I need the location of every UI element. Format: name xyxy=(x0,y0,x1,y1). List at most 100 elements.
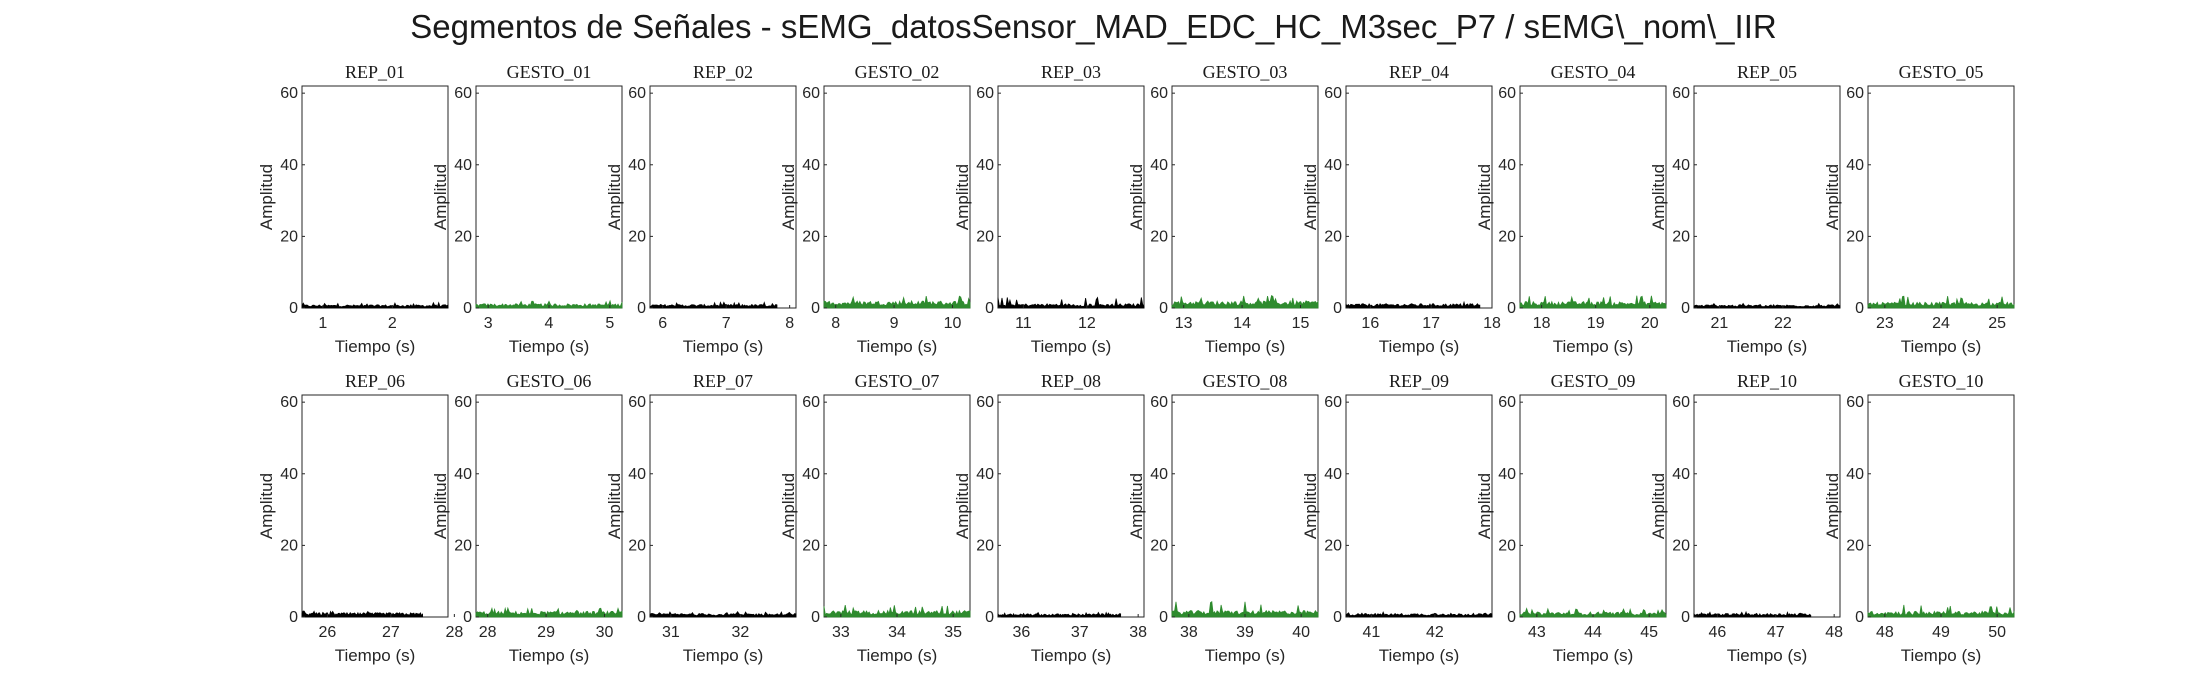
signal-trace xyxy=(1171,294,1319,309)
x-tick-label: 50 xyxy=(1988,624,2006,641)
axes-box xyxy=(823,85,971,309)
y-tick-label: 20 xyxy=(802,228,820,245)
x-axis-label: Tiempo (s) xyxy=(1553,646,1634,665)
y-tick-label: 40 xyxy=(280,157,298,174)
y-tick-label: 20 xyxy=(280,537,298,554)
signal-trace xyxy=(1519,607,1667,618)
x-axis-label: Tiempo (s) xyxy=(857,337,938,356)
subplot-rep-10: 0 20 40 60 46 47 48 REP_10 Tiempo (s) Amplitud xyxy=(1649,371,1843,665)
y-tick-label: 0 xyxy=(811,300,820,317)
y-tick-label: 40 xyxy=(1672,157,1690,174)
x-axis-label: Tiempo (s) xyxy=(1379,646,1460,665)
x-tick-label: 31 xyxy=(662,624,680,641)
axes-box xyxy=(475,85,623,309)
x-tick-label: 48 xyxy=(1876,624,1894,641)
y-tick-label: 0 xyxy=(985,300,994,317)
signal-trace xyxy=(823,295,971,309)
axes-box xyxy=(1693,85,1841,309)
x-axis-label: Tiempo (s) xyxy=(509,646,590,665)
subplot-gesto-08: 0 20 40 60 38 39 40 GESTO_08 Tiempo (s) Amplitud xyxy=(1127,371,1319,665)
subplot-title: REP_07 xyxy=(693,371,753,391)
y-tick-label: 0 xyxy=(637,300,646,317)
x-tick-label: 13 xyxy=(1175,315,1193,332)
y-axis-label: Amplitud xyxy=(1823,473,1842,539)
axes-box xyxy=(1867,394,2015,618)
x-tick-label: 30 xyxy=(596,624,614,641)
x-axis-label: Tiempo (s) xyxy=(1379,337,1460,356)
y-tick-label: 20 xyxy=(1498,537,1516,554)
y-tick-label: 20 xyxy=(1846,228,1864,245)
x-axis-label: Tiempo (s) xyxy=(1553,337,1634,356)
subplot-title: REP_09 xyxy=(1389,371,1449,391)
signal-trace xyxy=(1519,295,1667,309)
y-tick-label: 60 xyxy=(976,394,994,411)
y-tick-label: 0 xyxy=(1507,609,1516,626)
axes-box xyxy=(997,394,1145,618)
x-tick-label: 39 xyxy=(1236,624,1254,641)
y-tick-label: 20 xyxy=(1324,228,1342,245)
subplot-gesto-04: 0 20 40 60 18 19 20 GESTO_04 Tiempo (s) Amplitud xyxy=(1475,62,1667,356)
x-tick-label: 18 xyxy=(1533,315,1551,332)
x-tick-label: 15 xyxy=(1292,315,1310,332)
y-tick-label: 60 xyxy=(976,85,994,102)
x-tick-label: 26 xyxy=(318,624,336,641)
y-tick-label: 20 xyxy=(628,537,646,554)
y-tick-label: 0 xyxy=(1333,609,1342,626)
subplot-rep-07: 0 20 40 60 31 32 REP_07 Tiempo (s) Amplitud xyxy=(605,371,797,665)
x-tick-label: 3 xyxy=(484,315,493,332)
y-axis-label: Amplitud xyxy=(605,164,624,230)
y-tick-label: 60 xyxy=(1324,85,1342,102)
x-tick-label: 8 xyxy=(785,315,794,332)
x-tick-label: 14 xyxy=(1233,315,1251,332)
y-tick-label: 0 xyxy=(463,609,472,626)
signal-trace xyxy=(1345,611,1493,618)
axes-box xyxy=(475,394,623,618)
x-tick-label: 29 xyxy=(537,624,555,641)
y-tick-label: 0 xyxy=(1333,300,1342,317)
axes-box xyxy=(1171,85,1319,309)
y-tick-label: 60 xyxy=(1672,394,1690,411)
y-tick-label: 0 xyxy=(1855,300,1864,317)
y-tick-label: 40 xyxy=(628,157,646,174)
signal-trace xyxy=(1867,604,2015,618)
subplot-gesto-02: 0 20 40 60 8 9 10 GESTO_02 Tiempo (s) Amplitud xyxy=(779,62,971,356)
axes-box xyxy=(1345,394,1493,618)
y-tick-label: 40 xyxy=(1846,157,1864,174)
x-tick-label: 6 xyxy=(658,315,667,332)
x-tick-label: 25 xyxy=(1988,315,2006,332)
subplot-title: GESTO_03 xyxy=(1203,62,1288,82)
x-tick-label: 21 xyxy=(1710,315,1728,332)
subplot-title: GESTO_05 xyxy=(1899,62,1984,82)
axes-box xyxy=(649,85,797,309)
subplot-rep-01: 0 20 40 60 1 2 REP_01 Tiempo (s) Amplitud xyxy=(257,62,449,356)
subplot-title: REP_06 xyxy=(345,371,405,391)
subplot-rep-08: 0 20 40 60 36 37 38 REP_08 Tiempo (s) Amplitud xyxy=(953,371,1147,665)
y-tick-label: 60 xyxy=(1846,394,1864,411)
y-tick-label: 0 xyxy=(1681,300,1690,317)
axes-box xyxy=(1519,394,1667,618)
x-axis-label: Tiempo (s) xyxy=(683,337,764,356)
y-tick-label: 60 xyxy=(628,85,646,102)
y-axis-label: Amplitud xyxy=(779,473,798,539)
y-tick-label: 0 xyxy=(463,300,472,317)
x-tick-label: 33 xyxy=(832,624,850,641)
y-tick-label: 40 xyxy=(454,466,472,483)
y-tick-label: 0 xyxy=(1681,609,1690,626)
y-tick-label: 40 xyxy=(1846,466,1864,483)
signal-trace xyxy=(649,611,797,618)
y-tick-label: 60 xyxy=(628,394,646,411)
y-axis-label: Amplitud xyxy=(1649,164,1668,230)
y-tick-label: 20 xyxy=(1324,537,1342,554)
y-tick-label: 0 xyxy=(1855,609,1864,626)
x-axis-label: Tiempo (s) xyxy=(335,337,416,356)
y-tick-label: 40 xyxy=(454,157,472,174)
x-tick-label: 34 xyxy=(888,624,906,641)
y-axis-label: Amplitud xyxy=(953,164,972,230)
subplot-title: REP_01 xyxy=(345,62,405,82)
subplot-title: REP_08 xyxy=(1041,371,1101,391)
x-tick-label: 41 xyxy=(1362,624,1380,641)
x-axis-label: Tiempo (s) xyxy=(1901,646,1982,665)
y-tick-label: 60 xyxy=(802,394,820,411)
y-axis-label: Amplitud xyxy=(953,473,972,539)
subplot-gesto-09: 0 20 40 60 43 44 45 GESTO_09 Tiempo (s) Amplitud xyxy=(1475,371,1667,665)
